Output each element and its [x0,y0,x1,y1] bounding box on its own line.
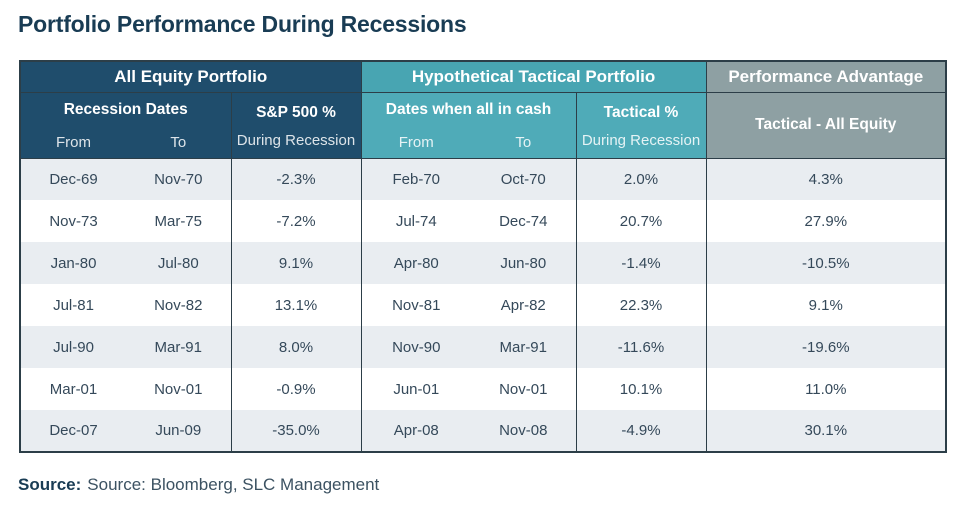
table-cell: Jul-80 [157,254,199,272]
table-cell: Nov-81 [360,284,471,326]
table-cell: Nov-08 [499,422,548,439]
table-cell: Jun-80 [500,254,547,272]
group-header-tactical: Hypothetical Tactical Portfolio [360,61,707,93]
source-text: Source: Bloomberg, SLC Management [87,475,380,494]
table-cell: Dec-69 [20,157,126,200]
table-header: All Equity Portfolio Hypothetical Tactic… [20,61,947,158]
subheader-tactical-line2: During Recession [581,131,701,149]
group-header-advantage: Performance Advantage [705,61,947,93]
table-cell: Nov-70 [126,157,231,200]
group-header-all-equity: All Equity Portfolio [20,61,361,93]
subheader-sp500-line2: During Recession [236,131,356,149]
table-cell: 8.0% [230,326,361,368]
table-cell: -19.6% [705,326,947,368]
table-cell: 4.3% [705,157,947,200]
table-cell: Oct-70 [471,157,576,200]
table-cell: -0.9% [230,368,361,410]
col-header-to-cash: To [471,128,576,158]
table-cell: 9.1% [705,284,947,326]
table-cell: Jun-01 [360,368,471,410]
table-cell: Apr-82 [500,296,546,314]
table-cell: Mar-91 [154,338,202,356]
table-row: Jul-81 Nov-82 13.1% Nov-81 Apr-82 22.3% 9.1% [20,284,947,326]
col-header-from-cash: From [360,128,471,158]
source-note: Source: Source: Bloomberg, SLC Management [18,475,960,495]
table-cell: Jan-80 [50,254,97,272]
table-row: Mar-01 Nov-01 -0.9% Jun-01 Nov-01 10.1% 11.0% [20,368,947,410]
table-cell: Mar-01 [49,380,98,398]
page: Portfolio Performance During Recessions … [0,9,960,495]
subheader-tactical: Tactical % During Recession [575,92,707,158]
table-cell: Nov-82 [154,296,203,314]
table-cell: -4.9% [575,410,707,452]
subheader-sp500: S&P 500 % During Recession [230,92,361,158]
table-cell: Nov-90 [360,326,471,368]
subheader-cash-dates: Dates when all in cash [360,92,576,128]
table-cell: 13.1% [230,284,361,326]
fromto-header-row: From To From To [20,128,946,158]
table-cell: 22.3% [575,284,707,326]
table-cell: -10.5% [705,242,947,284]
table-cell: Jul-74 [360,200,471,242]
table-cell: -2.3% [230,157,361,200]
subheader-row: Recession Dates S&P 500 % During Recessi… [20,92,947,158]
table-cell: -7.2% [230,200,361,242]
subheader-sp500-line1: S&P 500 % [256,103,336,121]
table-cell: -11.6% [575,326,707,368]
table-row: Nov-73 Mar-75 -7.2% Jul-74 Dec-74 20.7% 27.9% [20,200,947,242]
table-cell: 2.0% [575,157,707,200]
page-title: Portfolio Performance During Recessions [18,11,467,37]
table-row: Dec-69 Nov-70 -2.3% Feb-70 Oct-70 2.0% 4.3% [20,157,947,200]
table-cell: Mar-91 [499,338,547,356]
table-cell: -35.0% [230,410,361,452]
table-cell: Apr-80 [360,242,471,284]
col-header-from-equity: From [20,128,126,158]
table-cell: 11.0% [705,368,947,410]
table-cell: Jul-81 [53,296,94,314]
subheader-tactical-line1: Tactical % [603,103,679,121]
table-cell: Apr-08 [360,410,471,452]
table-cell: 27.9% [705,200,947,242]
table-cell: Dec-07 [49,422,98,439]
table-cell: Mar-75 [154,212,202,230]
table-cell: 9.1% [230,242,361,284]
group-header-row: All Equity Portfolio Hypothetical Tactic… [20,61,947,93]
table-cell: Jul-90 [53,338,94,356]
table-row: Jul-90 Mar-91 8.0% Nov-90 Mar-91 -11.6% -19.6% [20,326,947,368]
table-cell: 30.1% [705,410,947,452]
table-cell: -1.4% [575,242,707,284]
subheader-advantage: Tactical - All Equity [705,92,947,158]
source-label: Source: [18,475,82,494]
table-row: Jan-80 Jul-80 9.1% Apr-80 Jun-80 -1.4% -10.5% [20,242,947,284]
table-cell: 10.1% [575,368,707,410]
col-header-to-equity: To [126,128,231,158]
table-cell: Jun-09 [155,422,202,439]
subheader-recession-dates: Recession Dates [20,92,231,128]
table-cell: 20.7% [575,200,707,242]
table-cell: Feb-70 [360,157,471,200]
table-cell: Nov-01 [499,380,548,398]
table-body: Dec-69 Nov-70 -2.3% Feb-70 Oct-70 2.0% 4.3% Nov… [20,157,947,452]
table-cell: Nov-73 [49,212,98,230]
table-cell: Dec-74 [499,212,548,230]
performance-table: All Equity Portfolio Hypothetical Tactic… [19,60,948,453]
table-row: Dec-07 Jun-09 -35.0% Apr-08 Nov-08 -4.9% 30.1% [20,410,947,452]
table-cell: Nov-01 [154,380,203,398]
